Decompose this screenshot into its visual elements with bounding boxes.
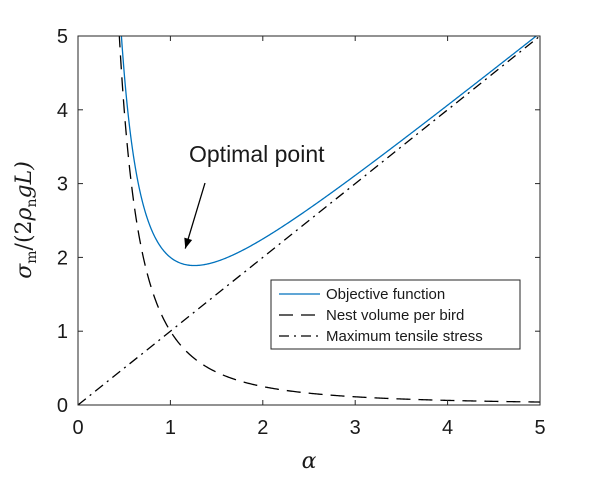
y-tick-label: 1 [57, 321, 68, 343]
series-nest-volume-per-bird [118, 36, 540, 403]
annotation-arrow-head [184, 237, 193, 249]
annotation-optimal-point-label: Optimal point [189, 141, 325, 167]
x-tick-label: 0 [72, 417, 83, 439]
y-tick-label: 2 [57, 247, 68, 269]
series-layer [78, 36, 540, 405]
ticks-layer: 0 1 2 3 4 5 0 1 2 3 4 5 [57, 26, 546, 439]
legend: Objective function Nest volume per bird … [270, 279, 521, 350]
y-label-mid: /(2 [12, 220, 37, 250]
series-objective-function [120, 36, 538, 267]
x-tick-label: 1 [165, 417, 176, 439]
x-tick-label: 3 [350, 417, 361, 439]
series-maximum-tensile-stress [78, 36, 540, 405]
y-label-tail: gL) [12, 161, 37, 198]
annotation-arrow-shaft [184, 182, 206, 249]
y-axis-label: σm/(2ρngL) [12, 161, 40, 279]
legend-label-nest-volume: Nest volume per bird [326, 307, 464, 324]
y-tick-label: 0 [57, 395, 68, 417]
y-tick-label: 5 [57, 26, 68, 48]
x-axis-label: α [302, 449, 317, 474]
plot-box [77, 35, 541, 406]
legend-label-objective-function: Objective function [326, 286, 445, 303]
x-tick-label: 2 [257, 417, 268, 439]
annotation-layer: Optimal point [184, 141, 325, 249]
y-tick-label: 3 [57, 174, 68, 196]
y-label-rho-sub: n [24, 199, 40, 208]
y-label-rho: ρ [12, 207, 37, 221]
y-tick-label: 4 [57, 100, 68, 122]
legend-label-max-tensile-stress: Maximum tensile stress [326, 328, 483, 345]
y-label-sigma: σ [12, 263, 37, 279]
x-tick-label: 5 [534, 417, 545, 439]
y-label-sigma-sub: m [24, 250, 40, 263]
x-tick-label: 4 [442, 417, 453, 439]
